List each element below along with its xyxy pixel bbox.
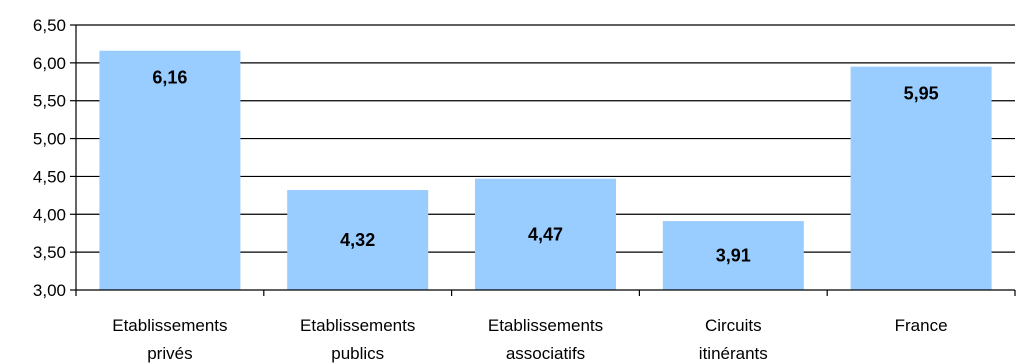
data-label: 5,95 xyxy=(904,84,939,104)
x-tick-label: associatifs xyxy=(506,344,585,363)
y-tick-label: 3,00 xyxy=(33,281,66,300)
x-axis-ticks: Etablissements privés Etablissements public… xyxy=(75,290,1016,363)
bar xyxy=(662,221,804,290)
y-tick-label: 6,50 xyxy=(33,16,66,35)
y-axis-ticks: 3,00 3,50 4,00 4,50 5,00 5,50 6,00 6,50 xyxy=(33,16,76,300)
x-tick-label: Etablissements xyxy=(300,316,415,335)
data-label: 4,47 xyxy=(528,224,563,244)
data-label: 4,32 xyxy=(340,230,375,250)
bar xyxy=(99,50,241,290)
bar xyxy=(287,190,429,290)
x-tick-label: Circuits xyxy=(705,316,762,335)
y-tick-label: 5,00 xyxy=(33,130,66,149)
bar xyxy=(475,178,616,290)
y-tick-label: 5,50 xyxy=(33,92,66,111)
y-tick-label: 3,50 xyxy=(33,243,66,262)
x-tick-label: France xyxy=(895,316,948,335)
bars xyxy=(99,50,992,291)
x-tick-label: Etablissements xyxy=(112,316,227,335)
x-tick-label: privés xyxy=(147,344,192,363)
x-tick-label: Etablissements xyxy=(488,316,603,335)
axes xyxy=(75,25,1015,291)
y-tick-label: 4,00 xyxy=(33,205,66,224)
y-tick-label: 6,00 xyxy=(33,54,66,73)
data-label: 6,16 xyxy=(152,68,187,88)
x-tick-label: itinérants xyxy=(699,344,768,363)
data-labels: 6,16 4,32 4,47 3,91 5,95 xyxy=(152,68,938,266)
x-tick-label: publics xyxy=(331,344,384,363)
y-tick-label: 4,50 xyxy=(33,167,66,186)
data-label: 3,91 xyxy=(716,246,751,266)
bar xyxy=(850,66,992,291)
